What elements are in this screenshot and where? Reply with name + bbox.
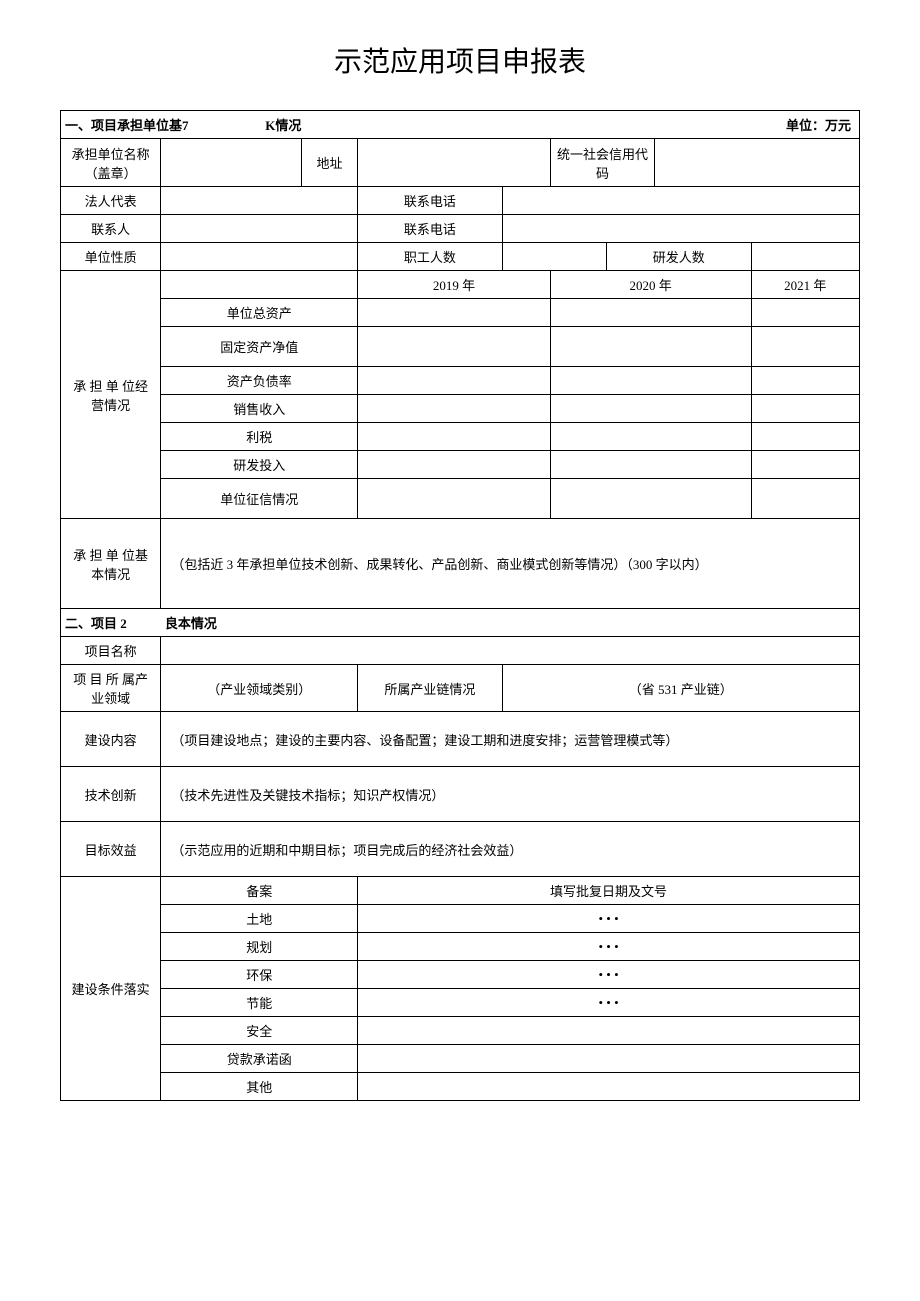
label-employees: 职工人数	[358, 243, 503, 271]
label-credit-code: 统一社会信用代码	[550, 139, 654, 187]
label-phone2: 联系电话	[358, 215, 503, 243]
input-target[interactable]: （示范应用的近期和中期目标；项目完成后的经济社会效益）	[161, 822, 860, 877]
input-unit-nature[interactable]	[161, 243, 358, 271]
label-profit-tax: 利税	[161, 423, 358, 451]
input-total-assets-2021[interactable]	[751, 299, 859, 327]
label-target: 目标效益	[61, 822, 161, 877]
label-safety: 安全	[161, 1017, 358, 1045]
input-credit-2021[interactable]	[751, 479, 859, 519]
label-credit-status: 单位征信情况	[161, 479, 358, 519]
input-org-name[interactable]	[161, 139, 302, 187]
text-org-seal: （盖章）	[85, 166, 137, 181]
input-sales-2020[interactable]	[550, 395, 751, 423]
input-project-name[interactable]	[161, 637, 860, 665]
input-debt-2019[interactable]	[358, 367, 551, 395]
input-construction[interactable]: （项目建设地点；建设的主要内容、设备配置；建设工期和进度安排；运营管理模式等）	[161, 712, 860, 767]
input-credit-code[interactable]	[655, 139, 860, 187]
input-rd-2020[interactable]	[550, 451, 751, 479]
label-sales: 销售收入	[161, 395, 358, 423]
label-chain: 所属产业链情况	[358, 665, 503, 712]
label-rd-staff: 研发人数	[607, 243, 752, 271]
input-net-fixed-2019[interactable]	[358, 327, 551, 367]
label-legal-rep: 法人代表	[61, 187, 161, 215]
section1-heading-mid: K情况	[261, 111, 606, 139]
label-basic-info: 承 担 单 位基本情况	[61, 519, 161, 609]
label-debt-ratio: 资产负债率	[161, 367, 358, 395]
label-org-name: 承担单位名称 （盖章）	[61, 139, 161, 187]
input-rd-2019[interactable]	[358, 451, 551, 479]
label-address: 地址	[301, 139, 357, 187]
section1-heading-right: 单位：万元	[607, 111, 860, 139]
text-org-name: 承担单位名称	[72, 147, 150, 162]
label-industry: 项 目 所 属产业领域	[61, 665, 161, 712]
label-unit-nature: 单位性质	[61, 243, 161, 271]
input-profit-2019[interactable]	[358, 423, 551, 451]
label-rd-invest: 研发投入	[161, 451, 358, 479]
input-credit-2019[interactable]	[358, 479, 551, 519]
input-env[interactable]: • • •	[358, 961, 860, 989]
label-conditions: 建设条件落实	[61, 877, 161, 1101]
input-planning[interactable]: • • •	[358, 933, 860, 961]
label-total-assets: 单位总资产	[161, 299, 358, 327]
input-net-fixed-2021[interactable]	[751, 327, 859, 367]
input-profit-2021[interactable]	[751, 423, 859, 451]
label-env: 环保	[161, 961, 358, 989]
input-filing[interactable]: 填写批复日期及文号	[358, 877, 860, 905]
input-address[interactable]	[358, 139, 551, 187]
input-sales-2021[interactable]	[751, 395, 859, 423]
year-2019: 2019 年	[358, 271, 551, 299]
input-profit-2020[interactable]	[550, 423, 751, 451]
label-energy: 节能	[161, 989, 358, 1017]
input-chain[interactable]: （省 531 产业链）	[502, 665, 859, 712]
input-total-assets-2020[interactable]	[550, 299, 751, 327]
year-2020: 2020 年	[550, 271, 751, 299]
label-filing: 备案	[161, 877, 358, 905]
section2-heading-right: 良本情况	[161, 609, 860, 637]
input-safety[interactable]	[358, 1017, 860, 1045]
section2-heading-left: 二、项目 2	[61, 609, 161, 637]
input-rd-staff[interactable]	[751, 243, 859, 271]
input-phone1[interactable]	[502, 187, 859, 215]
label-net-fixed: 固定资产净值	[161, 327, 358, 367]
input-legal-rep[interactable]	[161, 187, 358, 215]
year-2021: 2021 年	[751, 271, 859, 299]
label-phone1: 联系电话	[358, 187, 503, 215]
input-basic-info[interactable]: （包括近 3 年承担单位技术创新、成果转化、产品创新、商业模式创新等情况）（30…	[161, 519, 860, 609]
input-debt-2020[interactable]	[550, 367, 751, 395]
input-employees[interactable]	[502, 243, 606, 271]
input-loan[interactable]	[358, 1045, 860, 1073]
label-tech: 技术创新	[61, 767, 161, 822]
label-contact: 联系人	[61, 215, 161, 243]
input-energy[interactable]: • • •	[358, 989, 860, 1017]
label-project-name: 项目名称	[61, 637, 161, 665]
label-loan: 贷款承诺函	[161, 1045, 358, 1073]
input-debt-2021[interactable]	[751, 367, 859, 395]
blank-year-label	[161, 271, 358, 299]
input-contact[interactable]	[161, 215, 358, 243]
input-tech[interactable]: （技术先进性及关键技术指标；知识产权情况）	[161, 767, 860, 822]
label-construction: 建设内容	[61, 712, 161, 767]
section1-heading-left: 一、项目承担单位基7	[61, 111, 262, 139]
label-operations: 承 担 单 位经营情况	[61, 271, 161, 519]
input-land[interactable]: • • •	[358, 905, 860, 933]
input-other[interactable]	[358, 1073, 860, 1101]
input-industry-category[interactable]: （产业领域类别）	[161, 665, 358, 712]
input-rd-2021[interactable]	[751, 451, 859, 479]
input-net-fixed-2020[interactable]	[550, 327, 751, 367]
input-sales-2019[interactable]	[358, 395, 551, 423]
label-land: 土地	[161, 905, 358, 933]
input-credit-2020[interactable]	[550, 479, 751, 519]
input-total-assets-2019[interactable]	[358, 299, 551, 327]
input-phone2[interactable]	[502, 215, 859, 243]
page-title: 示范应用项目申报表	[60, 40, 860, 80]
label-planning: 规划	[161, 933, 358, 961]
label-other: 其他	[161, 1073, 358, 1101]
application-form-table: 一、项目承担单位基7 K情况 单位：万元 承担单位名称 （盖章） 地址 统一社会…	[60, 110, 860, 1101]
